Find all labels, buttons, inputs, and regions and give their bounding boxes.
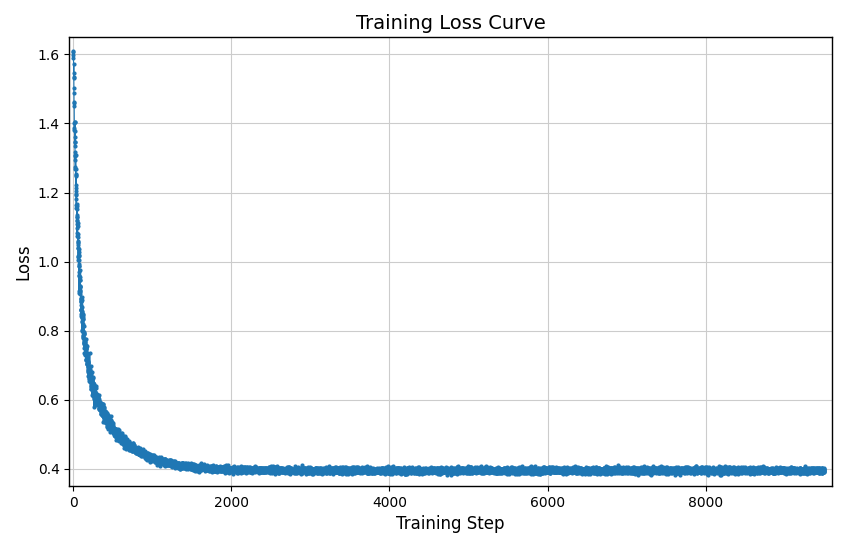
Title: Training Loss Curve: Training Loss Curve xyxy=(356,14,546,33)
X-axis label: Training Step: Training Step xyxy=(397,515,505,533)
Y-axis label: Loss: Loss xyxy=(14,243,32,280)
